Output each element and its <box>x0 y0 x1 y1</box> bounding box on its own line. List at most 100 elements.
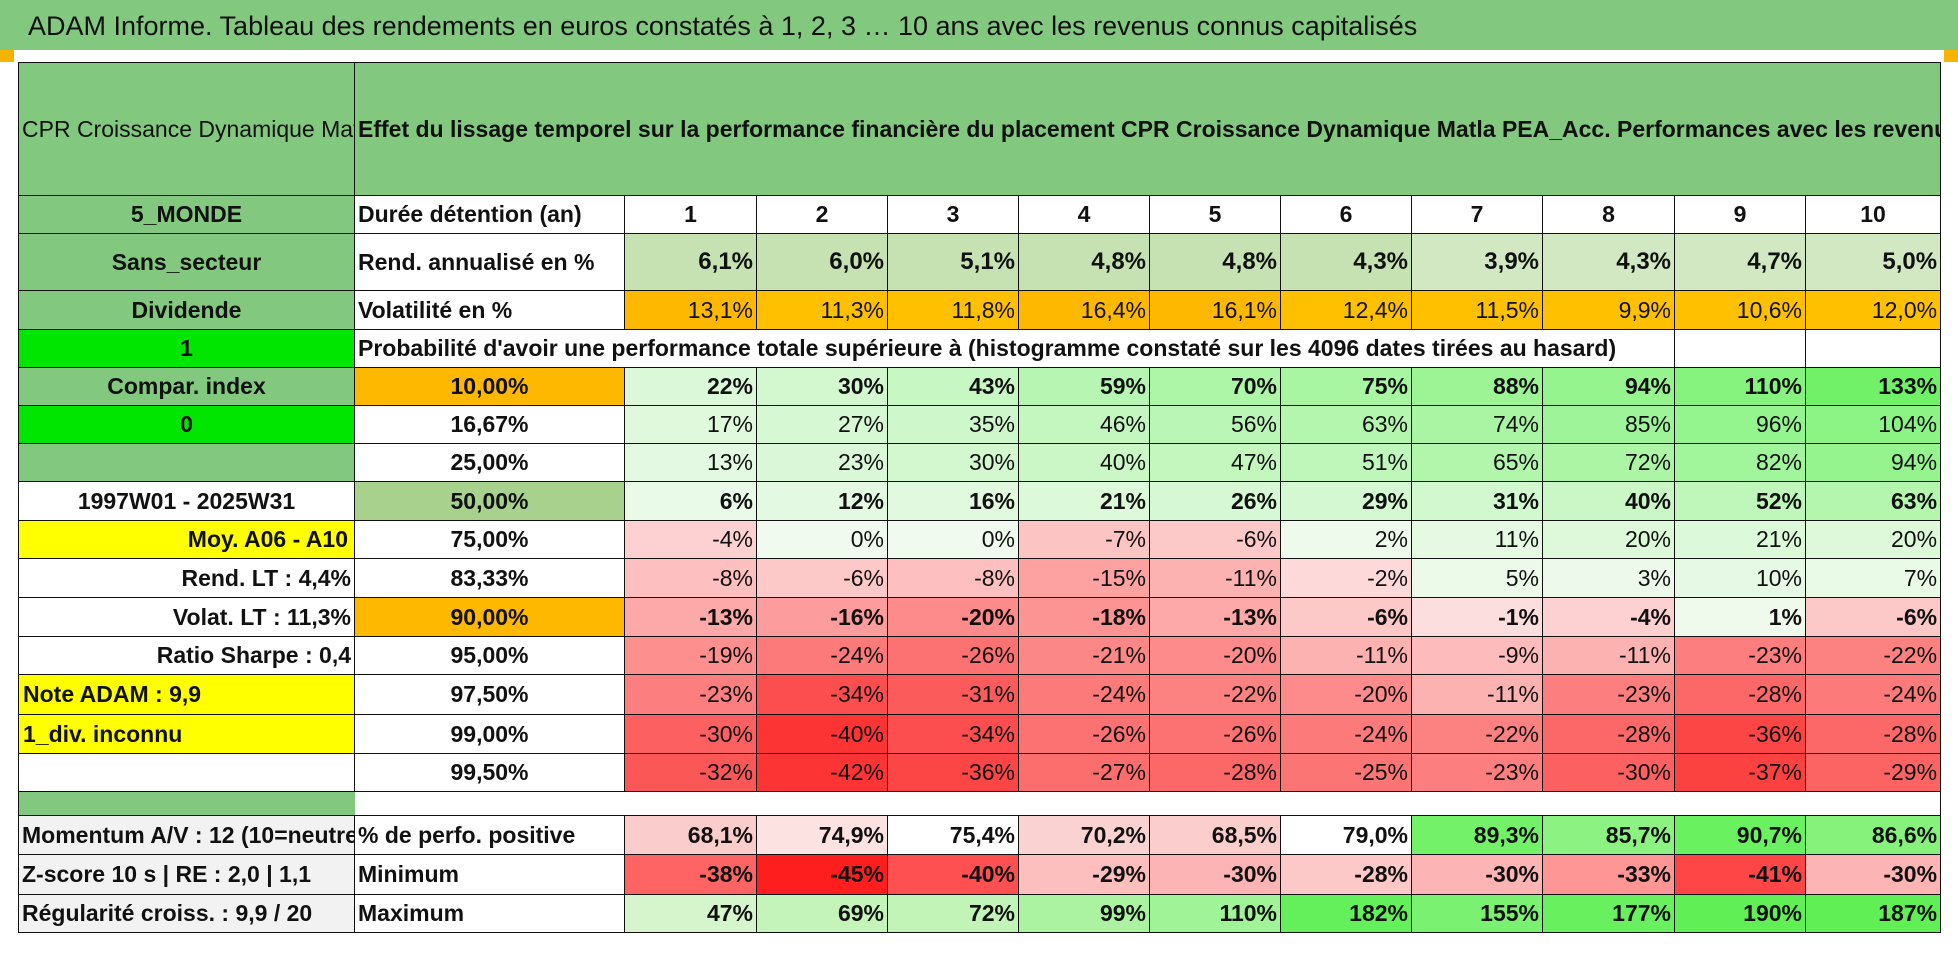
year-2: 2 <box>756 195 888 234</box>
quantile-value: -26% <box>887 636 1019 675</box>
quantile-value: 59% <box>1018 367 1150 406</box>
bottom-value: 177% <box>1542 894 1675 933</box>
quantile-value: -34% <box>756 674 888 715</box>
bottom-value: 110% <box>1149 894 1281 933</box>
quantile-value: -2% <box>1280 558 1412 598</box>
quantile-value: -11% <box>1149 558 1281 598</box>
quantile-value: 133% <box>1804 367 1942 406</box>
quantile-value: -6% <box>1280 597 1412 637</box>
quantile-value: -4% <box>1542 597 1675 637</box>
volat-lt-label: Volat. LT : 11,3% <box>18 597 355 637</box>
quantile-value: 11% <box>1411 520 1543 559</box>
bottom-value: 190% <box>1674 894 1806 933</box>
sharpe-label: Ratio Sharpe : 0,4 <box>18 636 355 675</box>
quantile-label: 25,00% <box>354 443 625 482</box>
quantile-value: -27% <box>1018 753 1150 792</box>
quantile-value: -22% <box>1411 714 1543 754</box>
bottom-value: -30% <box>1411 854 1543 895</box>
compar-index-value: 0 <box>18 405 355 444</box>
bottom-value: -40% <box>887 854 1019 895</box>
bottom-value: 74,9% <box>756 815 888 855</box>
quantile-label: 50,00% <box>354 481 625 521</box>
bottom-left-label: Z-score 10 s | RE : 2,0 | 1,1 <box>18 854 355 895</box>
year-8: 8 <box>1542 195 1675 234</box>
bottom-value: -33% <box>1542 854 1675 895</box>
quantile-value: -20% <box>887 597 1019 637</box>
rend-value: 4,8% <box>1149 233 1281 291</box>
rend-value: 4,3% <box>1542 233 1675 291</box>
quantile-value: -28% <box>1149 753 1281 792</box>
quantile-value: -11% <box>1411 674 1543 715</box>
quantile-value: -24% <box>1018 674 1150 715</box>
volatility-value: 12,0% <box>1804 290 1942 330</box>
bottom-left-label: Momentum A/V : 12 (10=neutre) <box>18 815 355 855</box>
quantile-value: -19% <box>624 636 757 675</box>
quantile-value: 10% <box>1674 558 1806 598</box>
quantile-value: -29% <box>1804 753 1942 792</box>
quantile-value: -23% <box>1411 753 1543 792</box>
bottom-value: -45% <box>756 854 888 895</box>
quantile-value: -13% <box>624 597 757 637</box>
bottom-value: 187% <box>1804 894 1942 933</box>
rend-value: 4,8% <box>1018 233 1150 291</box>
quantile-value: -16% <box>756 597 888 637</box>
report-banner: ADAM Informe. Tableau des rendements en … <box>0 0 1958 50</box>
quantile-value: -7% <box>1018 520 1150 559</box>
quantile-value: 27% <box>756 405 888 444</box>
volatility-value: 11,5% <box>1411 290 1543 330</box>
quantile-value: 110% <box>1674 367 1806 406</box>
bottom-value: 69% <box>756 894 888 933</box>
bottom-value: 70,2% <box>1018 815 1150 855</box>
quantile-value: 94% <box>1542 367 1675 406</box>
quantile-value: -6% <box>1149 520 1281 559</box>
quantile-value: -8% <box>887 558 1019 598</box>
bottom-row-label: Minimum <box>354 854 625 895</box>
bottom-value: 86,6% <box>1804 815 1942 855</box>
edge-marker-right <box>1944 50 1958 62</box>
quantile-value: -20% <box>1149 636 1281 675</box>
year-7: 7 <box>1411 195 1543 234</box>
quantile-value: -42% <box>756 753 888 792</box>
quantile-value: 56% <box>1149 405 1281 444</box>
quantile-value: 85% <box>1542 405 1675 444</box>
quantile-value: 43% <box>887 367 1019 406</box>
quantile-label: 75,00% <box>354 520 625 559</box>
quantile-value: -9% <box>1411 636 1543 675</box>
quantile-value: -13% <box>1149 597 1281 637</box>
bottom-value: 72% <box>887 894 1019 933</box>
quantile-value: 20% <box>1804 520 1942 559</box>
quantile-value: -31% <box>887 674 1019 715</box>
rend-value: 5,1% <box>887 233 1019 291</box>
quantile-value: -18% <box>1018 597 1150 637</box>
rend-lt-label: Rend. LT : 4,4% <box>18 558 355 598</box>
bottom-value: -28% <box>1280 854 1412 895</box>
rend-value: 6,0% <box>756 233 888 291</box>
quantile-label: 99,50% <box>354 753 625 792</box>
quantile-value: 63% <box>1804 481 1942 521</box>
probability-blank-2 <box>1804 329 1942 368</box>
volatility-value: 11,8% <box>887 290 1019 330</box>
quantile-label: 16,67% <box>354 405 625 444</box>
quantile-value: 70% <box>1149 367 1281 406</box>
left-blank <box>18 443 355 482</box>
rend-value: 5,0% <box>1804 233 1942 291</box>
bottom-value: 90,7% <box>1674 815 1806 855</box>
quantile-value: 16% <box>887 481 1019 521</box>
moy-label: Moy. A06 - A10 <box>18 520 355 559</box>
dividend-value: 1 <box>18 329 355 368</box>
quantile-value: 40% <box>1542 481 1675 521</box>
separator-blank <box>354 791 1942 816</box>
quantile-value: 23% <box>756 443 888 482</box>
quantile-value: 52% <box>1674 481 1806 521</box>
quantile-value: -32% <box>624 753 757 792</box>
quantile-value: 72% <box>1542 443 1675 482</box>
quantile-value: 74% <box>1411 405 1543 444</box>
quantile-value: 13% <box>624 443 757 482</box>
volatility-value: 16,1% <box>1149 290 1281 330</box>
quantile-value: 26% <box>1149 481 1281 521</box>
quantile-label: 99,00% <box>354 714 625 754</box>
year-3: 3 <box>887 195 1019 234</box>
bottom-value: 85,7% <box>1542 815 1675 855</box>
year-5: 5 <box>1149 195 1281 234</box>
quantile-value: 104% <box>1804 405 1942 444</box>
